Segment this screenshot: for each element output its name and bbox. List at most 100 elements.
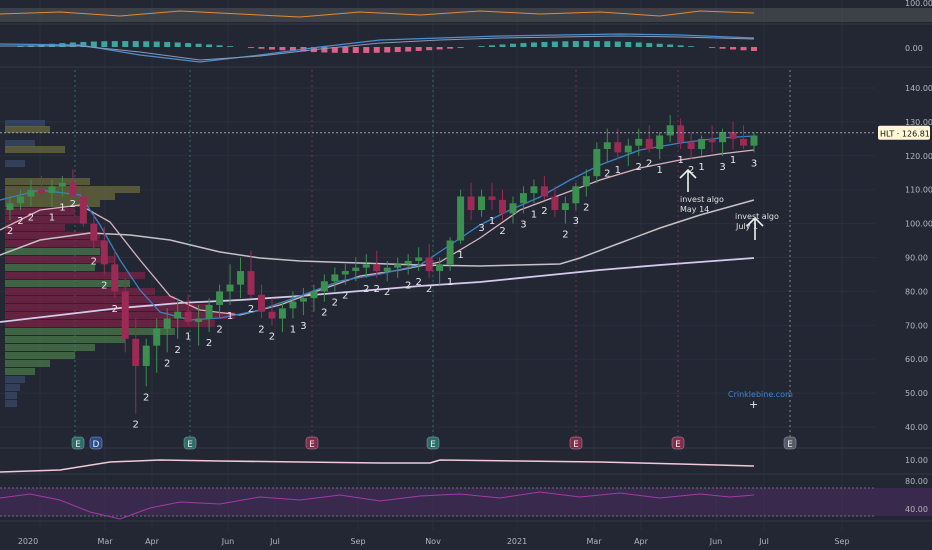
candle bbox=[278, 301, 286, 333]
ema-slow-line bbox=[0, 257, 755, 323]
candle bbox=[499, 189, 507, 221]
td-count-label: 3 bbox=[300, 321, 306, 332]
candle bbox=[415, 247, 423, 272]
candle bbox=[614, 128, 622, 160]
volume-profile-bar bbox=[5, 304, 210, 311]
macd-histogram-bar bbox=[478, 46, 485, 47]
td-count-label: 2 bbox=[248, 304, 254, 315]
event-marker: E bbox=[569, 436, 583, 450]
candle bbox=[635, 128, 643, 156]
td-count-label: 2 bbox=[206, 338, 212, 349]
rsi-axis-tick: 40.00 bbox=[905, 505, 928, 514]
macd-histogram-bar bbox=[457, 47, 464, 48]
candle bbox=[572, 182, 580, 211]
event-marker-label: E bbox=[430, 440, 436, 450]
macd-histogram-bar bbox=[489, 45, 496, 47]
candle-body bbox=[572, 186, 580, 204]
candle-body bbox=[205, 304, 213, 319]
td-count-label: 2 bbox=[269, 331, 275, 342]
time-axis-label: Sep bbox=[350, 537, 365, 546]
candle bbox=[698, 135, 706, 156]
candle bbox=[320, 274, 328, 302]
candle-body bbox=[16, 196, 24, 204]
candle bbox=[436, 257, 444, 285]
macd-histogram-bar bbox=[447, 47, 454, 49]
time-axis-label: 2021 bbox=[507, 537, 527, 546]
adx-line bbox=[0, 459, 755, 473]
candle bbox=[509, 196, 517, 224]
signal-line bbox=[0, 35, 755, 61]
td-count-label: 2 bbox=[342, 291, 348, 302]
macd-histogram-bar bbox=[373, 47, 380, 53]
td-count-label: 2 bbox=[164, 358, 170, 369]
macd-histogram-bar bbox=[730, 47, 737, 50]
candle-body bbox=[153, 328, 161, 346]
event-marker-box bbox=[71, 436, 85, 450]
macd-histogram-bar bbox=[688, 46, 695, 47]
td-count-label: 1 bbox=[227, 311, 233, 322]
macd-histogram-bar bbox=[279, 47, 286, 51]
td-count-label: 3 bbox=[573, 216, 579, 227]
td-count-label: 2 bbox=[562, 230, 568, 241]
event-marker-label: E bbox=[75, 440, 81, 450]
candle-body bbox=[268, 311, 276, 319]
macd-histogram-bar bbox=[426, 47, 433, 51]
macd-histogram-bar bbox=[562, 41, 569, 47]
candle-body bbox=[310, 291, 318, 299]
time-axis-label: Apr bbox=[145, 537, 160, 546]
candle-body bbox=[729, 132, 737, 139]
price-axis-tick: 40.00 bbox=[905, 423, 928, 432]
macd-histogram-bar bbox=[677, 45, 684, 47]
volume-profile-bar bbox=[5, 146, 65, 153]
macd-histogram-bar bbox=[143, 41, 150, 47]
macd-histogram-bar bbox=[751, 47, 757, 51]
candle-body bbox=[582, 176, 590, 187]
candle bbox=[719, 128, 727, 156]
time-axis-label: Mar bbox=[97, 537, 113, 546]
td-count-label: 2 bbox=[332, 297, 338, 308]
watermark-text: Crinklebine.com bbox=[728, 390, 793, 399]
top-oscillator-band bbox=[0, 8, 932, 22]
candle bbox=[677, 118, 685, 150]
event-marker-label: E bbox=[573, 440, 579, 450]
macd-histogram-bar bbox=[572, 41, 579, 47]
event-marker: E bbox=[783, 436, 797, 450]
last-price-bg bbox=[878, 125, 930, 140]
volume-profile-bar bbox=[5, 368, 35, 375]
time-axis-label: Sep bbox=[834, 537, 849, 546]
td-count-label: 2 bbox=[405, 280, 411, 291]
volume-profile-bar bbox=[5, 240, 105, 247]
candle-body bbox=[362, 264, 370, 268]
volume-profile-bar bbox=[5, 120, 45, 127]
event-marker-box bbox=[89, 436, 103, 450]
macd-histogram-bar bbox=[667, 44, 674, 47]
macd-histogram-bar bbox=[363, 47, 370, 53]
candle bbox=[226, 264, 234, 305]
candle-body bbox=[540, 186, 548, 197]
macd-axis-tick: 0.00 bbox=[905, 44, 923, 53]
candle bbox=[467, 182, 475, 221]
candle bbox=[488, 182, 496, 211]
td-count-label: 1 bbox=[185, 331, 191, 342]
candle bbox=[100, 226, 108, 275]
event-marker: E bbox=[71, 436, 85, 450]
candle bbox=[478, 189, 486, 217]
candle-body bbox=[79, 196, 87, 224]
price-axis-tick: 100.00 bbox=[905, 220, 932, 229]
last-price-text: HLT · 126.81 bbox=[880, 130, 930, 139]
price-axis-tick: 70.00 bbox=[905, 321, 928, 330]
candle-body bbox=[624, 145, 632, 153]
volume-profile-bar bbox=[5, 384, 20, 391]
td-count-label: 2 bbox=[384, 287, 390, 298]
macd-histogram-bar bbox=[342, 47, 349, 53]
candle-body bbox=[740, 138, 748, 146]
volume-profile-bar bbox=[5, 208, 75, 215]
macd-histogram-bar bbox=[90, 41, 97, 47]
macd-histogram-bar bbox=[530, 42, 537, 47]
candle-body bbox=[404, 260, 412, 265]
event-marker-label: E bbox=[675, 440, 681, 450]
td-count-label: 1 bbox=[49, 213, 55, 224]
volume-profile-bar bbox=[5, 344, 95, 351]
